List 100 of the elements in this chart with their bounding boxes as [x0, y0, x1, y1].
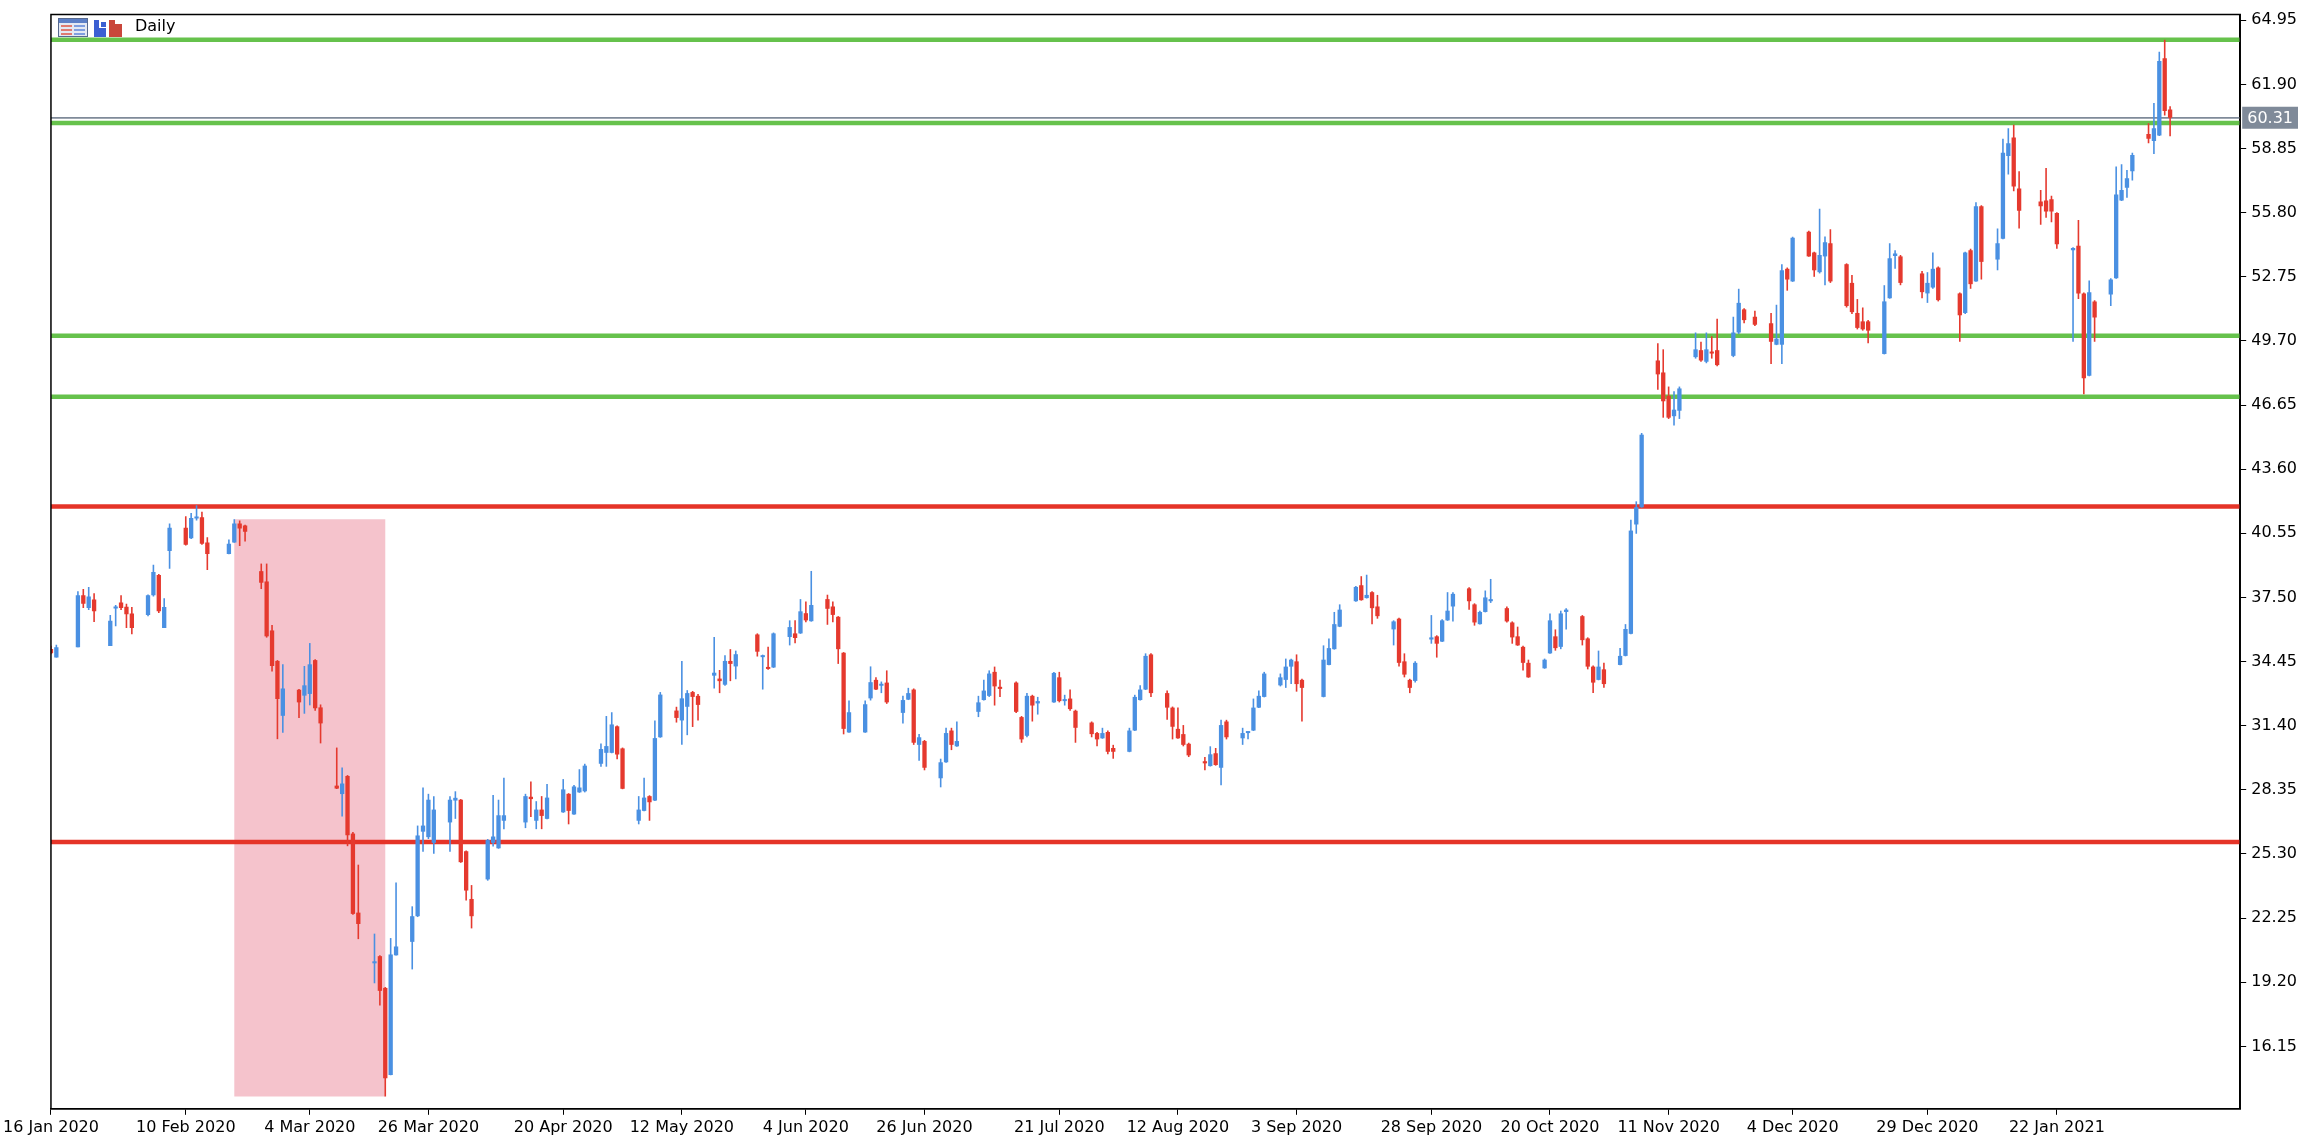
candlestick	[916, 733, 922, 762]
candlestick	[151, 564, 156, 598]
candlestick	[755, 632, 760, 658]
candlestick	[372, 932, 377, 985]
x-tick-label: 16 Jan 2020	[3, 1116, 99, 1136]
candlestick	[1170, 705, 1175, 741]
candlestick	[1785, 266, 1790, 292]
candlestick	[1520, 645, 1526, 672]
x-tick-label: 4 Mar 2020	[264, 1116, 356, 1136]
x-tick-label: 12 May 2020	[629, 1116, 735, 1136]
y-tick-label: 46.65	[2251, 394, 2298, 414]
y-tick-label: 19.20	[2251, 971, 2298, 991]
y-tick-label: 64.95	[2251, 9, 2298, 29]
candlestick	[803, 600, 809, 624]
candlestick	[1445, 591, 1450, 622]
x-tick-label: 4 Jun 2020	[762, 1116, 849, 1136]
candlestick	[1413, 660, 1418, 684]
candlestick	[1596, 649, 1601, 682]
candlestick	[86, 586, 91, 611]
candlestick	[938, 757, 943, 789]
candlestick	[1057, 671, 1062, 704]
candlestick	[2146, 122, 2151, 145]
candlestick	[1714, 317, 1720, 368]
candlestick	[1472, 602, 1477, 627]
candlestick	[81, 588, 86, 609]
y-tick-label: 58.85	[2251, 137, 2298, 157]
candlestick	[2124, 169, 2130, 199]
candlestick	[976, 695, 981, 718]
y-tick-label: 31.40	[2251, 714, 2298, 734]
candlestick	[469, 884, 474, 930]
candlestick	[733, 649, 738, 681]
candlestick	[1590, 664, 1596, 694]
candlestick	[162, 597, 167, 629]
candlestick	[183, 515, 188, 547]
x-tick-label: 26 Mar 2020	[377, 1116, 480, 1136]
x-tick-label: 4 Dec 2020	[1746, 1116, 1839, 1136]
candlestick	[900, 695, 906, 725]
candlestick	[792, 619, 798, 645]
candlestick	[167, 522, 172, 570]
candlestick	[189, 512, 194, 540]
candlestick	[2016, 170, 2022, 230]
x-tick-label: 21 Jul 2020	[1014, 1116, 1105, 1136]
y-tick-label: 34.45	[2251, 650, 2298, 670]
candlestick	[1919, 270, 1925, 300]
candlestick	[1634, 500, 1639, 535]
candlestick	[1434, 634, 1439, 659]
candlestick	[566, 792, 571, 826]
x-tick-label: 20 Apr 2020	[513, 1116, 613, 1136]
candlestick	[1127, 727, 1132, 753]
x-tick-label: 3 Sep 2020	[1250, 1116, 1343, 1136]
candlestick	[1030, 694, 1035, 723]
x-tick-label: 11 Nov 2020	[1617, 1116, 1720, 1136]
x-tick-label: 22 Jan 2021	[2008, 1116, 2105, 1136]
candlestick	[1224, 719, 1229, 741]
candlestick	[1731, 315, 1736, 358]
y-tick-label: 49.70	[2251, 330, 2298, 350]
candlestick	[1073, 708, 1078, 744]
candlestick	[1768, 312, 1774, 365]
candlestick	[1995, 227, 2000, 272]
candlestick	[712, 636, 717, 690]
y-tick-label: 22.25	[2251, 907, 2298, 927]
x-tick-label: 28 Sep 2020	[1380, 1116, 1483, 1136]
candlestick	[2130, 151, 2135, 182]
candlestick	[232, 518, 237, 544]
x-tick-label: 20 Oct 2020	[1500, 1116, 1600, 1136]
candlestick	[787, 619, 792, 647]
candlestick	[798, 598, 803, 635]
candlestick	[1865, 319, 1871, 345]
x-tick-label: 10 Feb 2020	[135, 1116, 236, 1136]
candlestick	[1601, 662, 1607, 689]
y-tick-label: 43.60	[2251, 458, 2298, 478]
candlestick	[539, 795, 544, 830]
candlestick	[949, 727, 954, 751]
candlestick	[1693, 331, 1698, 360]
candlestick	[717, 669, 722, 694]
y-tick-label: 37.50	[2251, 586, 2298, 606]
candlestick	[728, 648, 733, 682]
candlestick	[1289, 657, 1294, 685]
candlestick	[1466, 586, 1472, 611]
candlestick	[647, 794, 652, 822]
candlestick	[1553, 628, 1558, 652]
candlestick	[846, 699, 852, 734]
candlestick	[1698, 340, 1704, 363]
candlestick	[534, 800, 539, 830]
candlestick	[334, 746, 339, 790]
y-tick-label: 16.15	[2251, 1035, 2298, 1055]
candlestick	[561, 778, 566, 814]
candlestick	[1251, 697, 1256, 732]
y-tick-label: 25.30	[2251, 843, 2298, 863]
y-tick-label: 40.55	[2251, 522, 2298, 542]
y-tick-label: 55.80	[2251, 201, 2298, 221]
candlestick	[1359, 575, 1364, 602]
candlestick	[1892, 249, 1898, 270]
candlestick	[1429, 614, 1434, 645]
y-tick-label: 28.35	[2251, 778, 2298, 798]
candlestick	[1019, 715, 1024, 744]
candlestick	[2092, 299, 2097, 343]
x-tick-label: 29 Dec 2020	[1876, 1116, 1979, 1136]
chart-title: Daily	[134, 15, 176, 35]
candlestick	[809, 570, 814, 623]
